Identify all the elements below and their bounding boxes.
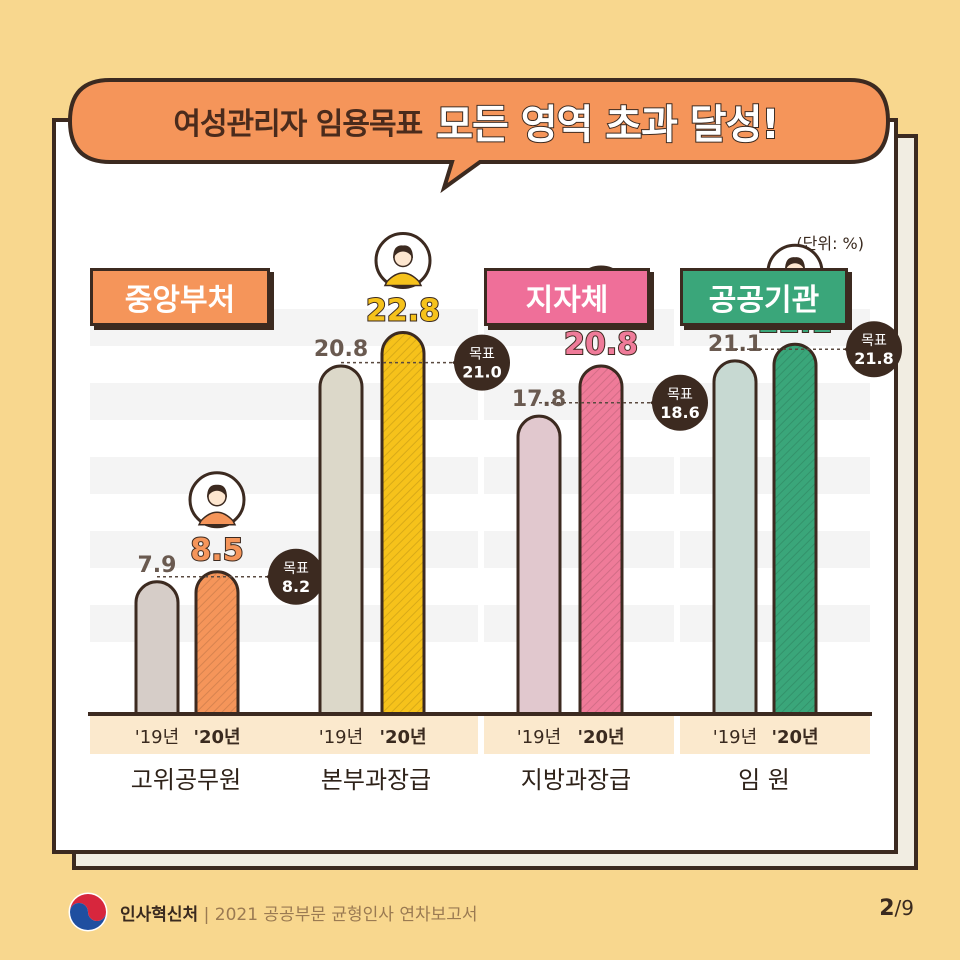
footer-report: 2021 공공부문 균형인사 연차보고서 (214, 905, 478, 925)
tick-label-2019: '19년 (135, 727, 179, 748)
taegeuk-logo-icon (67, 891, 109, 933)
footer-separator: | (203, 905, 210, 925)
target-badge-value: 18.6 (660, 403, 699, 422)
avatar-hair (785, 257, 805, 271)
target-badge-value: 8.2 (282, 577, 310, 596)
value-label-2019: 17.8 (512, 387, 566, 412)
tick-label-2020: '20년 (193, 727, 240, 748)
bar-2019-1 (318, 364, 364, 716)
avatar-hair (207, 484, 227, 498)
tick-label-2019: '19년 (319, 727, 363, 748)
avatar-suit (383, 272, 423, 287)
page-number: 2/9 (879, 896, 914, 921)
value-label-2020: 8.5 (190, 533, 243, 568)
page-current: 2 (879, 896, 895, 921)
value-label-2020: 20.8 (564, 327, 638, 362)
section-label-public: 공공기관 (680, 268, 848, 326)
bar-2020-2 (578, 364, 624, 716)
value-label-2020: 22.8 (366, 293, 440, 328)
group-label-executive: 임 원 (738, 766, 790, 794)
tick-label-2020: '20년 (771, 727, 818, 748)
target-badge-label: 목표 (469, 347, 495, 363)
value-label-2019: 7.9 (138, 553, 177, 578)
bar-2020-3 (772, 342, 818, 716)
bar-2019-2 (516, 414, 562, 716)
value-label-2019: 21.1 (708, 332, 762, 357)
section-label-central: 중앙부처 (90, 268, 270, 326)
group-label-senior: 고위공무원 (130, 766, 242, 794)
year-band-public (680, 716, 870, 754)
tick-label-2019: '19년 (517, 727, 561, 748)
footer-text: 인사혁신처 | 2021 공공부문 균형인사 연차보고서 (120, 900, 478, 925)
bar-2019-0 (134, 580, 180, 716)
group-label-local-division: 지방과장급 (520, 766, 632, 794)
page-total: /9 (894, 896, 914, 920)
target-badge-label: 목표 (283, 561, 309, 577)
value-label-2019: 20.8 (314, 337, 368, 362)
avatar-hair (393, 245, 413, 259)
unit-label: (단위: %) (796, 234, 864, 253)
target-badge (652, 374, 708, 431)
tick-label-2019: '19년 (713, 727, 757, 748)
target-badge (454, 334, 510, 391)
target-badge-label: 목표 (861, 333, 887, 349)
headline-part2: 모든 영역 초과 달성! (435, 101, 780, 149)
target-badge-value: 21.8 (854, 349, 893, 368)
bar-2020-0 (194, 570, 240, 716)
target-badge-value: 21.0 (462, 363, 501, 382)
section-label-local: 지자체 (484, 268, 650, 326)
footer-org: 인사혁신처 (120, 905, 199, 925)
year-band-central (90, 716, 478, 754)
avatar-suit (197, 511, 237, 526)
group-label-division: 본부과장급 (320, 766, 432, 794)
target-badge-label: 목표 (667, 387, 693, 403)
bar-2019-3 (712, 359, 758, 716)
target-badge (268, 548, 324, 605)
headline-part1: 여성관리자 임용목표 (173, 107, 423, 142)
bar-2020-1 (380, 330, 426, 716)
target-badge (846, 321, 902, 378)
tick-label-2020: '20년 (577, 727, 624, 748)
tick-label-2020: '20년 (379, 727, 426, 748)
year-band-local (484, 716, 674, 754)
headline: 여성관리자 임용목표 모든 영역 초과 달성! (66, 78, 886, 164)
speech-bubble (67, 78, 891, 194)
